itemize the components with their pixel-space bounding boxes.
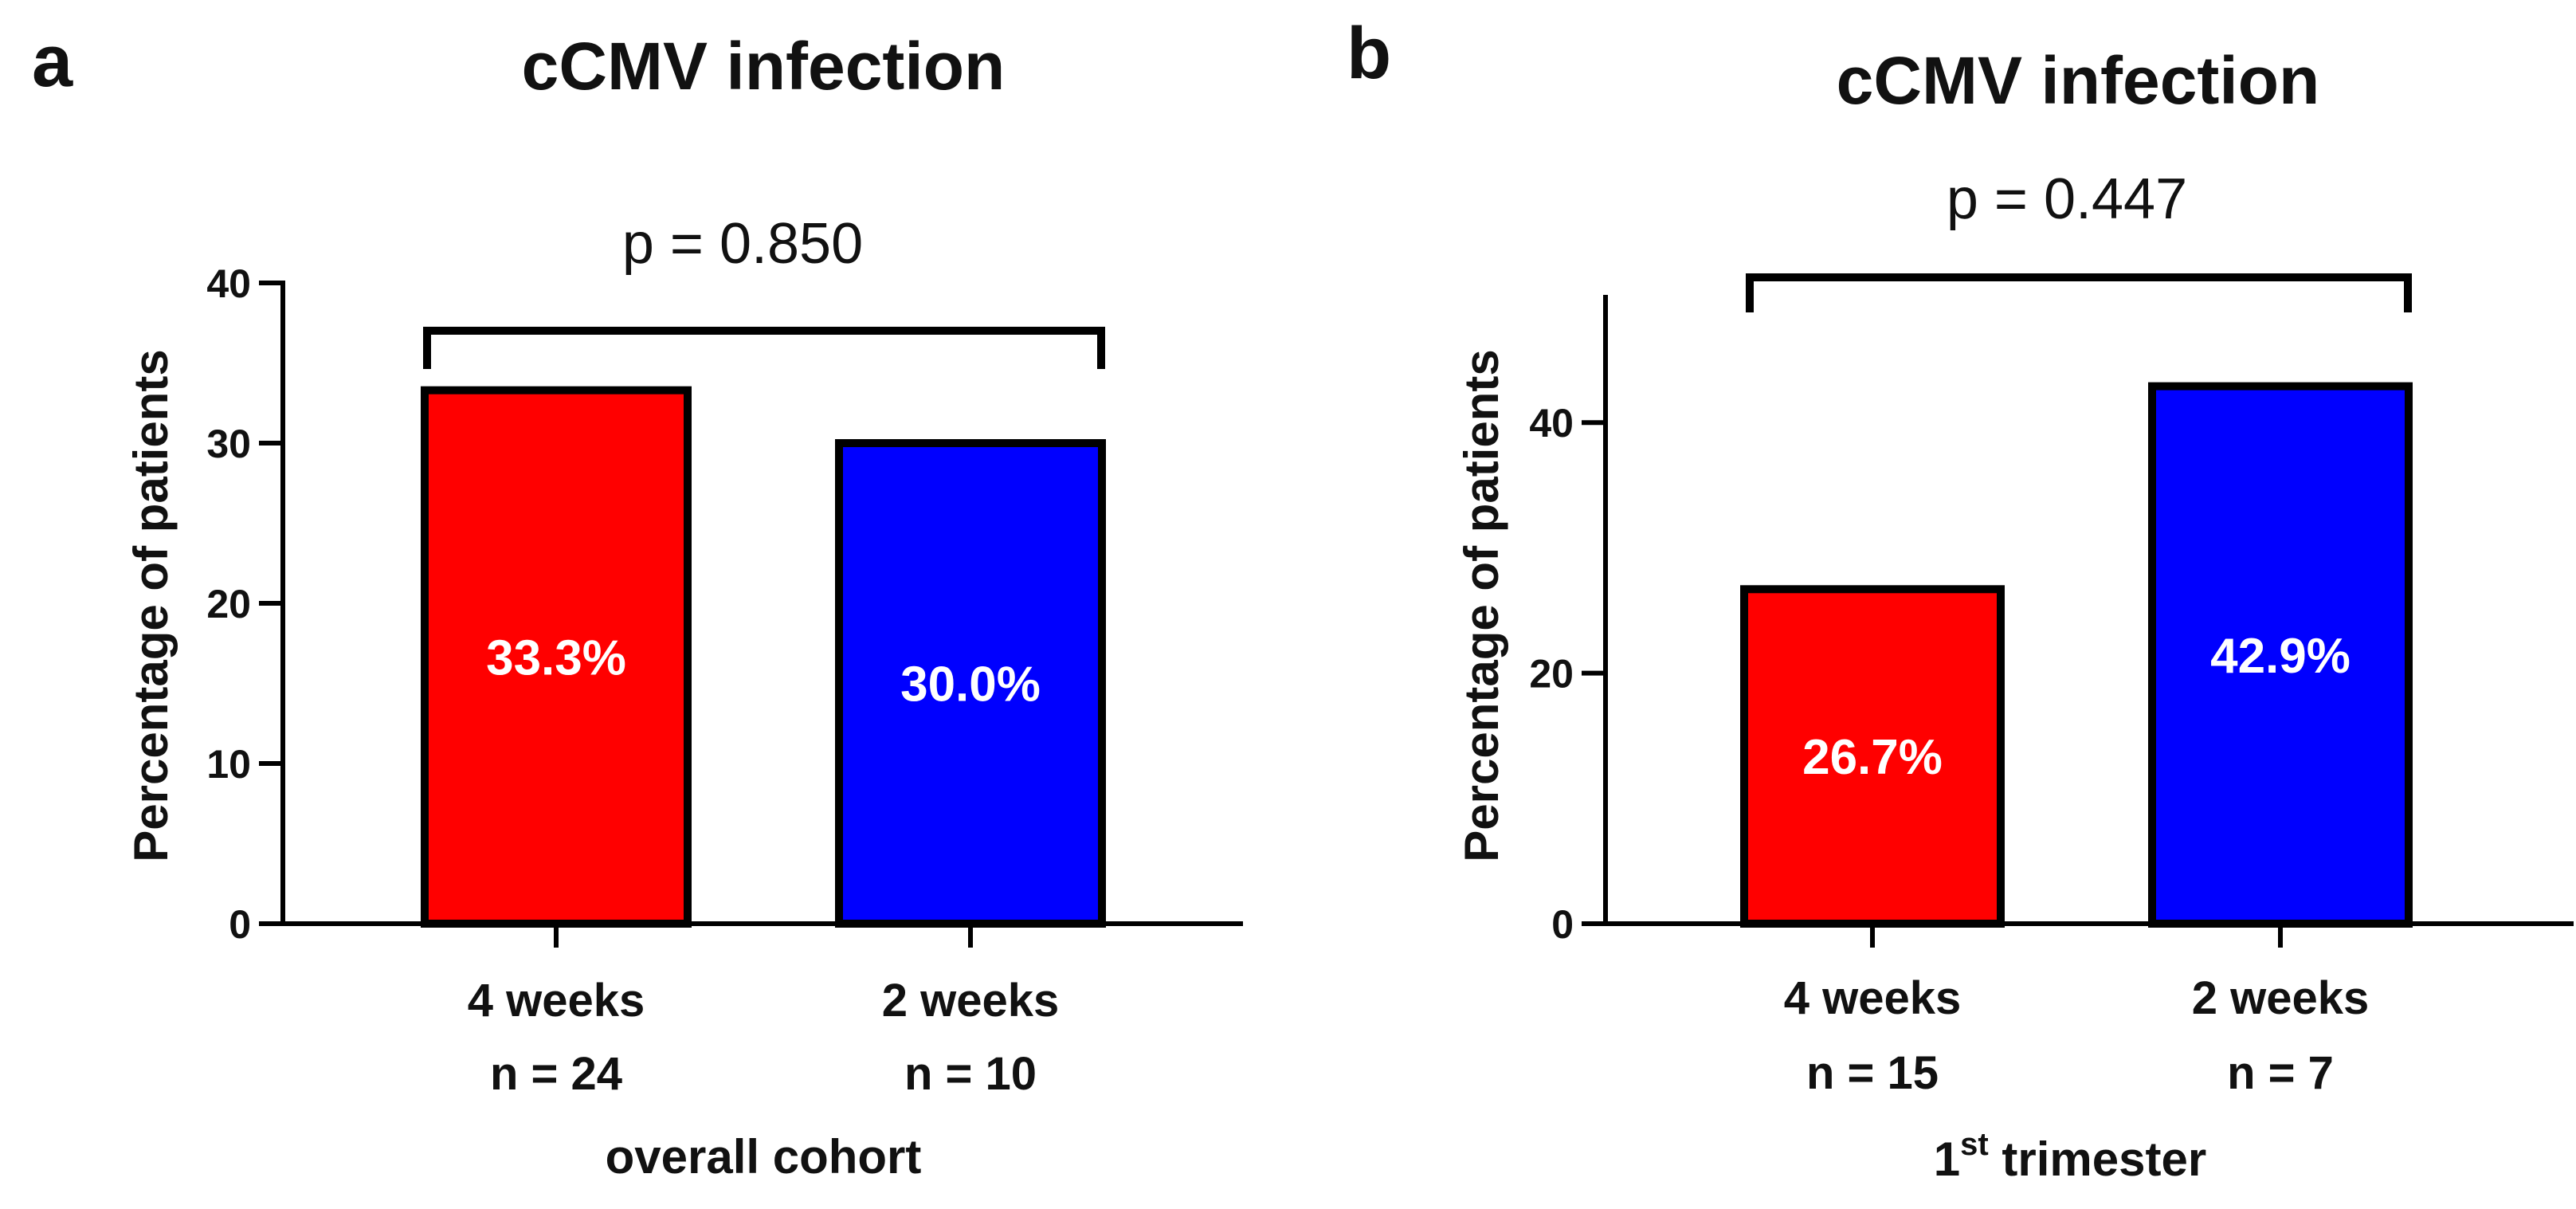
n-label-a-1: n = 10 <box>904 1048 1037 1100</box>
n-label-a-0: n = 24 <box>490 1048 622 1100</box>
bars-a: 33.3% 30.0% <box>421 386 1106 928</box>
significance-bracket-b <box>1746 273 2412 312</box>
y-tick-label-b-2: 40 <box>1529 401 1574 446</box>
x-axis-label-b: 1st trimester <box>1934 1127 2206 1186</box>
p-value-b: p = 0.447 <box>1947 167 2187 231</box>
axes-b: 0 20 40 <box>1529 295 2574 948</box>
category-label-a-1: 2 weeks <box>882 975 1060 1026</box>
x-axis-label-b-prefix: 1 <box>1934 1132 1960 1186</box>
y-tick-label-b-0: 0 <box>1551 902 1574 947</box>
bars-b: 26.7% 42.9% <box>1740 382 2413 928</box>
p-value-a: p = 0.850 <box>622 212 863 276</box>
bar-b-1 <box>2148 382 2413 928</box>
n-label-b-0: n = 15 <box>1806 1047 1939 1099</box>
bar-b-0 <box>1740 585 2005 928</box>
y-tick-label-a-2: 20 <box>206 582 251 626</box>
category-label-a-0: 4 weeks <box>468 975 645 1026</box>
panel-letter-b: b <box>1347 13 1391 94</box>
category-label-b-0: 4 weeks <box>1784 972 1962 1024</box>
y-tick-label-b-1: 20 <box>1529 652 1574 697</box>
x-axis-label-b-superscript: st <box>1960 1127 1989 1162</box>
n-label-b-1: n = 7 <box>2227 1047 2334 1099</box>
bar-a-0 <box>421 386 692 928</box>
bracket-path-b <box>1746 273 2412 312</box>
bracket-path-a <box>423 327 1105 369</box>
y-axis-label-b: Percentage of patients <box>1455 349 1508 862</box>
panel-a: a cCMV infection p = 0.850 Percentage of… <box>32 21 1243 1183</box>
panel-b: b cCMV infection p = 0.447 Percentage of… <box>1347 13 2574 1186</box>
x-axis-label-b-word: trimester <box>2002 1132 2206 1186</box>
chart-title-a: cCMV infection <box>522 29 1006 104</box>
category-label-b-1: 2 weeks <box>2192 972 2370 1024</box>
y-tick-label-a-3: 30 <box>206 422 251 466</box>
chart-title-b: cCMV infection <box>1837 43 2320 118</box>
significance-bracket-a <box>423 327 1105 369</box>
y-tick-label-a-4: 40 <box>206 261 251 306</box>
bar-value-label-a-1: 30.0% <box>900 657 1041 712</box>
bar-value-label-b-0: 26.7% <box>1802 730 1943 785</box>
y-axis-label-a: Percentage of patients <box>124 349 178 862</box>
y-tick-label-a-1: 10 <box>206 742 251 787</box>
bar-a-1 <box>835 439 1106 928</box>
y-tick-label-a-0: 0 <box>229 902 251 947</box>
bar-value-label-b-1: 42.9% <box>2210 629 2351 684</box>
x-axis-label-a: overall cohort <box>606 1130 922 1183</box>
panel-letter-a: a <box>32 21 73 102</box>
bar-value-label-a-0: 33.3% <box>486 630 626 685</box>
x-axis-label-b-main <box>1989 1132 2002 1186</box>
